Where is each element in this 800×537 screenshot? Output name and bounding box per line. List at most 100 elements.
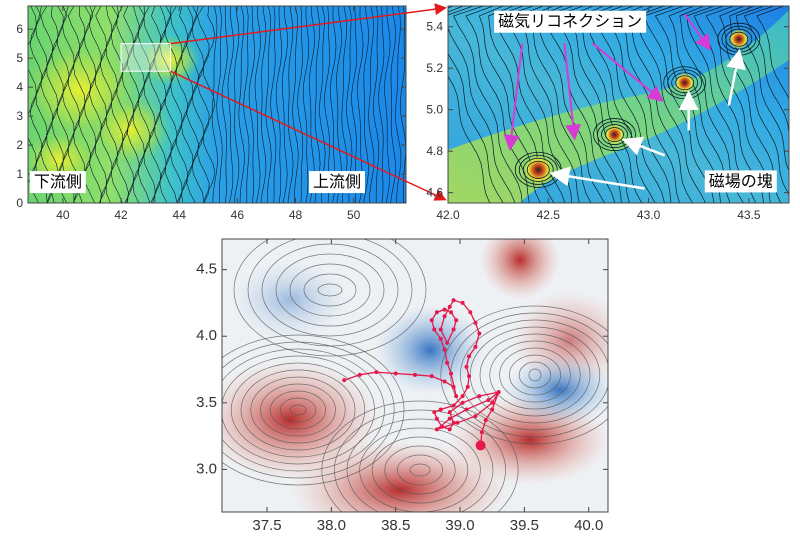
- contour-line: [159, 6, 172, 203]
- trajectory-point: [465, 384, 470, 389]
- contour-line: [260, 6, 267, 203]
- contour-line: [143, 6, 156, 203]
- contour-ring: [317, 283, 343, 297]
- contour-ring: [250, 376, 346, 444]
- contour-ring: [240, 369, 356, 451]
- island-contour: [605, 127, 624, 142]
- contour-line: [604, 6, 672, 203]
- trajectory-point: [460, 300, 465, 305]
- contour-ring: [346, 418, 494, 512]
- trajectory-point: [451, 298, 456, 303]
- contour-line: [121, 6, 134, 203]
- trajectory-point: [342, 378, 347, 383]
- contour-line: [275, 6, 282, 203]
- contour-line: [368, 6, 375, 203]
- contour-line: [544, 6, 616, 203]
- contour-line: [265, 6, 272, 203]
- blob-arrow: [621, 136, 666, 157]
- island-contour: [601, 124, 628, 145]
- trajectory-point: [496, 390, 501, 395]
- y-tick-label: 3: [16, 109, 23, 123]
- contour-line: [270, 6, 277, 203]
- contour-line: [57, 6, 70, 203]
- trajectory-point: [442, 379, 447, 384]
- contour-ring: [289, 404, 307, 416]
- y-tick-label: 3.5: [196, 394, 217, 411]
- x-tick-label: 39.0: [445, 517, 474, 534]
- trajectory-point: [449, 371, 454, 376]
- blob-arrow: [726, 48, 746, 106]
- annotation-label: 下流側: [34, 172, 82, 191]
- contour-line: [341, 6, 348, 203]
- contour-line: [399, 6, 406, 203]
- contour-line: [629, 6, 693, 203]
- island-contour: [675, 75, 695, 91]
- panel-top-left: 40 42 44 46 48 50 0 1 2 3 4 5 6 下流側 上流側: [16, 5, 407, 222]
- contour-ring: [270, 390, 326, 430]
- contour-line: [238, 6, 245, 203]
- trajectory-point: [413, 372, 417, 377]
- contour-line: [395, 6, 402, 203]
- contour-line: [336, 6, 343, 203]
- trajectory-path: [343, 299, 500, 446]
- trajectory-point: [374, 370, 379, 375]
- reconnection-arrow: [503, 43, 524, 151]
- contour-line: [243, 6, 250, 203]
- trajectory-point: [357, 372, 362, 377]
- contour-ring: [261, 243, 399, 337]
- y-tick-label: 4.6: [426, 186, 443, 200]
- contour-line: [181, 6, 194, 203]
- reconnection-arrow: [591, 42, 664, 102]
- reconnection-arrow: [563, 43, 582, 141]
- contour-ring: [289, 263, 371, 317]
- contour-line: [73, 6, 86, 203]
- trajectory-point: [434, 416, 439, 421]
- trajectory-point: [442, 347, 447, 352]
- contour-line: [116, 6, 129, 203]
- contour-line: [314, 6, 321, 203]
- contour-line: [287, 6, 294, 203]
- trajectory-point: [451, 420, 456, 425]
- panel-top-right: 42.0 42.5 43.0 43.5 4.6 4.8 5.0 5.2 5.4 磁気リコネクショ…: [426, 5, 790, 222]
- contour-line: [221, 6, 228, 203]
- trajectory-point: [468, 310, 473, 315]
- contour-line: [743, 6, 789, 137]
- x-tick-label: 43.5: [737, 208, 761, 222]
- x-tick-label: 48: [289, 208, 303, 222]
- tr-frame: [447, 5, 790, 204]
- x-tick-label: 38.5: [381, 517, 410, 534]
- trajectory-point: [451, 327, 456, 332]
- contour-ring: [479, 333, 591, 417]
- contour-line: [363, 6, 370, 203]
- trajectory-point: [455, 420, 460, 425]
- trajectory-point: [451, 403, 456, 408]
- island-contour: [729, 31, 749, 47]
- contour-line: [67, 6, 81, 203]
- contour-ring: [359, 427, 481, 512]
- contour-line: [154, 6, 167, 203]
- contour-ring: [321, 400, 519, 512]
- contour-line: [110, 6, 123, 203]
- contour-line: [309, 6, 315, 203]
- contour-line: [329, 6, 337, 203]
- y-tick-label: 6: [16, 22, 23, 36]
- trajectory-point: [447, 416, 452, 421]
- contour-line: [137, 6, 151, 203]
- trajectory-point: [467, 374, 472, 379]
- trajectory-point: [447, 427, 452, 432]
- trajectory-point: [460, 394, 465, 399]
- tl-zoom-box: [120, 43, 171, 72]
- contour-line: [448, 6, 516, 203]
- trajectory-point: [451, 384, 456, 389]
- contour-line: [148, 6, 161, 203]
- contour-line: [216, 6, 223, 203]
- contour-line: [567, 6, 630, 203]
- contour-line: [292, 6, 299, 203]
- annotation-box: [308, 171, 365, 194]
- island-contour: [593, 118, 636, 151]
- contour-line: [372, 6, 380, 203]
- annotation-label: 上流側: [313, 172, 361, 191]
- contour-line: [186, 6, 199, 203]
- trajectory-point: [438, 407, 443, 412]
- y-tick-label: 1: [16, 167, 23, 181]
